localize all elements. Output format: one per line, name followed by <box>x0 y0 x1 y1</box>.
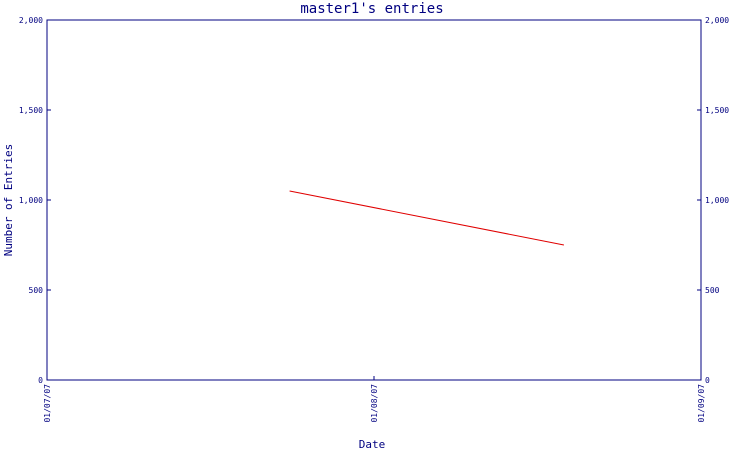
x-tick-label: 01/08/07 <box>370 384 379 423</box>
y-tick-label-right: 500 <box>705 286 720 295</box>
x-tick-label: 01/09/07 <box>697 384 706 423</box>
x-tick-label: 01/07/07 <box>43 384 52 423</box>
ticks-layer: 0 0 500 500 1,000 1,000 1,500 1,500 2,000 2,000 01… <box>19 16 729 423</box>
plot-area <box>46 19 702 381</box>
series-line <box>289 190 564 246</box>
y-tick-label-right: 0 <box>705 376 710 385</box>
y-tick-label-left: 0 <box>38 376 43 385</box>
y-tick-label-left: 1,500 <box>19 106 43 115</box>
series-layer <box>289 190 564 246</box>
y-tick-label-left: 1,000 <box>19 196 43 205</box>
chart-title: master1's entries <box>300 1 443 17</box>
y-tick-label-right: 1,000 <box>705 196 729 205</box>
y-tick-label-left: 2,000 <box>19 16 43 25</box>
y-tick-label-left: 500 <box>29 286 44 295</box>
x-axis-label: Date <box>359 438 386 450</box>
y-axis-label: Number of Entries <box>2 144 15 257</box>
y-tick-label-right: 1,500 <box>705 106 729 115</box>
y-tick-label-right: 2,000 <box>705 16 729 25</box>
